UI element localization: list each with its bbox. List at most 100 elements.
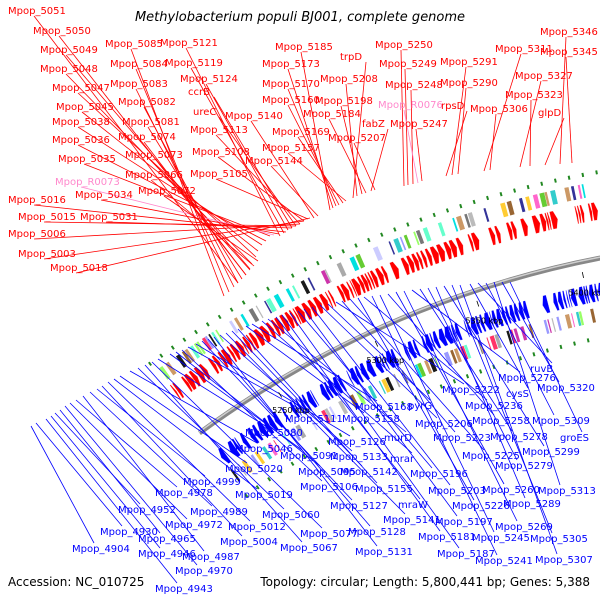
forward-gene-arrow bbox=[327, 289, 337, 307]
leader-line-reverse bbox=[363, 296, 488, 401]
cog-feature-forward bbox=[393, 238, 403, 253]
forward-gene-arrow bbox=[405, 255, 416, 274]
cog-feature-reverse bbox=[543, 319, 550, 334]
gene-label: ccrB bbox=[188, 87, 210, 98]
cog-feature-reverse bbox=[428, 357, 438, 373]
gene-label: Mpop_4970 bbox=[175, 566, 233, 577]
gene-label: Mpop_5346 bbox=[540, 27, 598, 38]
cog-feature-reverse bbox=[556, 316, 562, 331]
reverse-gene-arrow bbox=[557, 291, 565, 310]
leader-line-reverse bbox=[303, 308, 458, 517]
gene-label: Mpop_5119 bbox=[165, 58, 223, 69]
gene-label: Mpop_5077 bbox=[300, 529, 358, 540]
gene-label: Mpop_5106 bbox=[300, 482, 358, 493]
cog-feature-forward bbox=[483, 208, 490, 222]
forward-gene-arrow bbox=[183, 373, 197, 391]
gene-label: Mpop_5047 bbox=[52, 83, 110, 94]
gene-label: Mpop_5082 bbox=[118, 97, 176, 108]
cog-feature-forward bbox=[255, 305, 264, 319]
forward-gene-arrow bbox=[415, 251, 424, 270]
leader-line-forward bbox=[559, 36, 567, 165]
leader-line-forward bbox=[77, 92, 257, 258]
gene-label: Mpop_5080 bbox=[245, 428, 303, 439]
gene-label: Mpop_5081 bbox=[122, 117, 180, 128]
reverse-gene-arrow bbox=[509, 304, 517, 323]
gene-label: Mpop_5124 bbox=[180, 74, 238, 85]
reverse-gene-arrow bbox=[565, 289, 571, 308]
gene-label: Mpop_5141 bbox=[383, 515, 441, 526]
cog-feature-reverse bbox=[349, 394, 360, 409]
reverse-gene-arrow bbox=[407, 340, 418, 359]
gene-label: Mpop_5126 bbox=[328, 437, 386, 448]
leader-line-reverse bbox=[261, 320, 413, 454]
gene-label: Mpop_5320 bbox=[537, 383, 595, 394]
leader-line-reverse bbox=[129, 370, 258, 444]
cog-feature-forward bbox=[456, 215, 465, 231]
gene-label: Mpop_5157 bbox=[262, 143, 320, 154]
leader-line-reverse bbox=[485, 282, 555, 416]
forward-gene-arrow bbox=[576, 205, 582, 224]
gene-label: Mpop_5311 bbox=[495, 44, 553, 55]
gene-label: Mpop_5299 bbox=[522, 447, 580, 458]
gene-label: Mpop_4946 bbox=[138, 549, 196, 560]
reverse-gene-arrow bbox=[491, 309, 500, 329]
leader-line-reverse bbox=[357, 297, 475, 501]
leader-line-forward bbox=[270, 165, 319, 217]
reverse-gene-arrow bbox=[578, 286, 586, 305]
cog-feature-forward bbox=[506, 200, 515, 216]
cog-feature-forward bbox=[336, 262, 347, 277]
reverse-gene-arrow bbox=[412, 339, 422, 357]
cog-feature-reverse bbox=[291, 427, 302, 441]
forward-gene-arrow bbox=[207, 357, 220, 375]
leader-line-forward bbox=[147, 126, 243, 280]
gene-label: Mpop_4930 bbox=[100, 527, 158, 538]
reverse-gene-arrow bbox=[504, 305, 512, 324]
reverse-gene-arrow bbox=[280, 406, 292, 423]
leader-line-reverse bbox=[237, 328, 378, 484]
reverse-gene-arrow bbox=[345, 370, 356, 387]
reverse-gene-arrow bbox=[301, 393, 313, 411]
leader-line-reverse bbox=[201, 340, 353, 501]
cog-feature-reverse bbox=[250, 454, 261, 468]
cog-feature-forward bbox=[525, 196, 533, 211]
gene-label: Mpop_5066 bbox=[125, 170, 183, 181]
leader-line-forward bbox=[215, 178, 309, 220]
cog-feature-reverse bbox=[267, 442, 278, 456]
cog-feature-forward bbox=[415, 229, 425, 245]
forward-gene-arrow bbox=[410, 253, 421, 272]
gene-label: Mpop_5203 bbox=[428, 486, 486, 497]
forward-gene-arrow bbox=[292, 308, 302, 325]
gene-label: Mpop_5198 bbox=[315, 96, 373, 107]
leader-line-reverse bbox=[419, 288, 513, 432]
leader-line-reverse bbox=[113, 378, 258, 490]
reverse-gene-arrow bbox=[484, 311, 494, 331]
cog-feature-reverse bbox=[414, 364, 423, 378]
gene-label: Mpop_5184 bbox=[303, 109, 361, 120]
cog-feature-forward bbox=[233, 317, 244, 331]
forward-gene-arrow bbox=[546, 212, 552, 231]
leader-line-forward bbox=[83, 163, 271, 237]
gene-label: Mpop_5006 bbox=[8, 229, 66, 240]
leader-line-reverse bbox=[54, 412, 141, 505]
cog-feature-reverse bbox=[241, 459, 253, 474]
forward-gene-arrow bbox=[294, 305, 307, 324]
forward-gene-arrow bbox=[350, 278, 362, 297]
cog-feature-forward bbox=[581, 184, 586, 199]
backbone-highlight bbox=[198, 256, 600, 433]
gene-label: Mpop_5185 bbox=[275, 42, 333, 53]
gene-label: Mpop_5036 bbox=[52, 135, 110, 146]
forward-gene-arrow bbox=[419, 250, 429, 268]
gene-label: Mpop_5020 bbox=[225, 464, 283, 475]
gene-label: Mpop_5035 bbox=[58, 154, 116, 165]
reverse-gene-arrow bbox=[256, 420, 270, 438]
cog-feature-reverse bbox=[547, 319, 552, 333]
reverse-gene-arrow bbox=[513, 303, 521, 322]
cog-feature-forward bbox=[324, 269, 332, 283]
gene-label: Mpop_5084 bbox=[110, 59, 168, 70]
forward-gene-arrow bbox=[587, 203, 593, 222]
forward-gene-arrow bbox=[531, 215, 541, 234]
cog-feature-forward bbox=[240, 313, 250, 327]
gene-label: Mpop_5258 bbox=[472, 416, 530, 427]
tick-label: 5250 kbp bbox=[272, 406, 310, 415]
